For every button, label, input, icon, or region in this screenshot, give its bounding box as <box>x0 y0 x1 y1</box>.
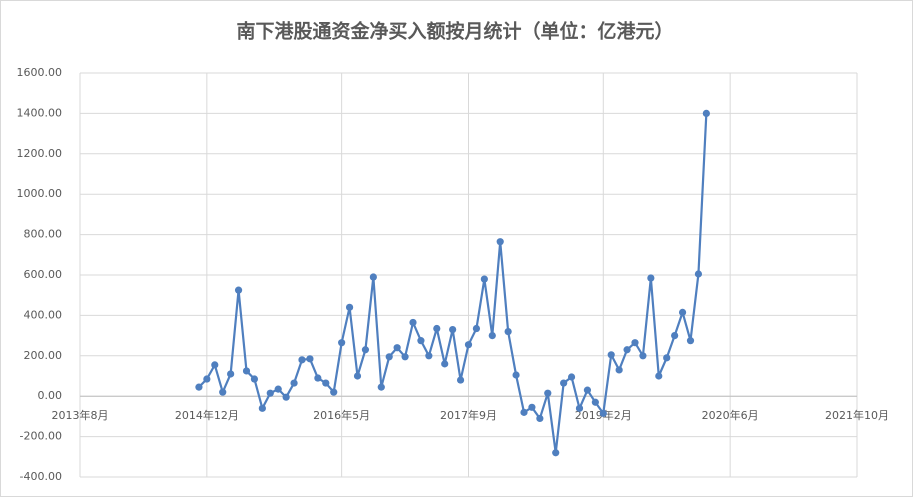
data-point <box>203 375 211 383</box>
data-point <box>242 367 251 375</box>
data-point <box>417 337 425 345</box>
data-point <box>607 351 615 359</box>
x-tick-label: 2016年5月 <box>313 408 370 422</box>
data-point <box>639 352 647 360</box>
data-point <box>671 332 679 340</box>
data-point <box>211 361 219 369</box>
data-point <box>345 303 354 311</box>
y-tick-label: 1400.00 <box>17 106 63 119</box>
y-tick-label: 400.00 <box>24 308 63 321</box>
data-point <box>655 372 663 380</box>
data-point <box>528 403 536 411</box>
data-point <box>544 389 552 397</box>
data-point <box>536 414 544 423</box>
data-point <box>306 355 314 363</box>
data-point <box>409 318 417 327</box>
chart-title: 南下港股通资金净买入额按月统计（单位：亿港元） <box>236 20 673 43</box>
data-point <box>694 270 703 278</box>
data-point <box>575 404 584 412</box>
data-point <box>401 353 409 361</box>
data-point <box>195 383 203 391</box>
data-point <box>449 325 457 334</box>
data-point <box>377 383 385 391</box>
data-point <box>567 373 576 381</box>
y-tick-label: 600.00 <box>24 268 63 281</box>
data-point <box>583 386 592 394</box>
data-point <box>615 366 623 374</box>
data-point <box>441 360 449 368</box>
data-point <box>322 379 330 387</box>
data-point <box>480 275 488 283</box>
data-point <box>298 356 306 364</box>
data-point <box>361 346 370 354</box>
y-tick-label: 200.00 <box>24 349 63 362</box>
data-point <box>258 404 266 412</box>
data-point <box>599 409 607 417</box>
data-point <box>488 332 496 340</box>
data-point <box>702 109 710 117</box>
y-tick-label: 0.00 <box>38 389 63 402</box>
data-point <box>330 388 338 396</box>
x-tick-label: 2021年10月 <box>825 408 889 422</box>
data-point <box>560 379 568 387</box>
data-point <box>266 389 274 397</box>
data-point <box>623 346 631 354</box>
data-point <box>686 337 695 345</box>
data-point <box>520 408 528 416</box>
y-tick-label: 1000.00 <box>17 187 63 200</box>
data-point <box>591 398 599 406</box>
data-point <box>353 372 362 380</box>
data-point <box>385 353 393 361</box>
data-point <box>282 393 290 401</box>
x-tick-label: 2017年9月 <box>440 408 497 422</box>
data-point <box>290 379 298 387</box>
data-point <box>504 327 512 336</box>
x-tick-label: 2020年6月 <box>702 408 759 422</box>
data-point <box>369 273 377 281</box>
data-point <box>338 339 346 347</box>
data-point <box>274 385 282 393</box>
data-point <box>219 388 227 396</box>
data-point <box>496 238 504 246</box>
data-point <box>512 371 520 379</box>
x-tick-label: 2013年8月 <box>52 408 109 422</box>
x-tick-label: 2014年12月 <box>175 408 239 422</box>
data-point <box>464 341 473 349</box>
data-point <box>314 374 322 382</box>
data-point <box>472 324 481 333</box>
data-point <box>227 370 235 378</box>
data-point <box>433 324 441 333</box>
data-point <box>663 354 671 362</box>
y-tick-label: 1600.00 <box>17 66 63 79</box>
data-point <box>552 449 560 457</box>
data-point <box>631 339 639 347</box>
data-point <box>456 376 465 384</box>
data-point <box>647 274 655 282</box>
data-point <box>234 286 243 294</box>
y-tick-label: -200.00 <box>20 430 62 443</box>
data-point <box>393 344 401 352</box>
data-point <box>678 308 687 316</box>
data-point <box>250 375 259 383</box>
y-tick-label: 1200.00 <box>17 147 63 160</box>
y-tick-label: 800.00 <box>24 228 63 241</box>
data-point <box>425 352 433 360</box>
y-tick-label: -400.00 <box>20 470 62 483</box>
